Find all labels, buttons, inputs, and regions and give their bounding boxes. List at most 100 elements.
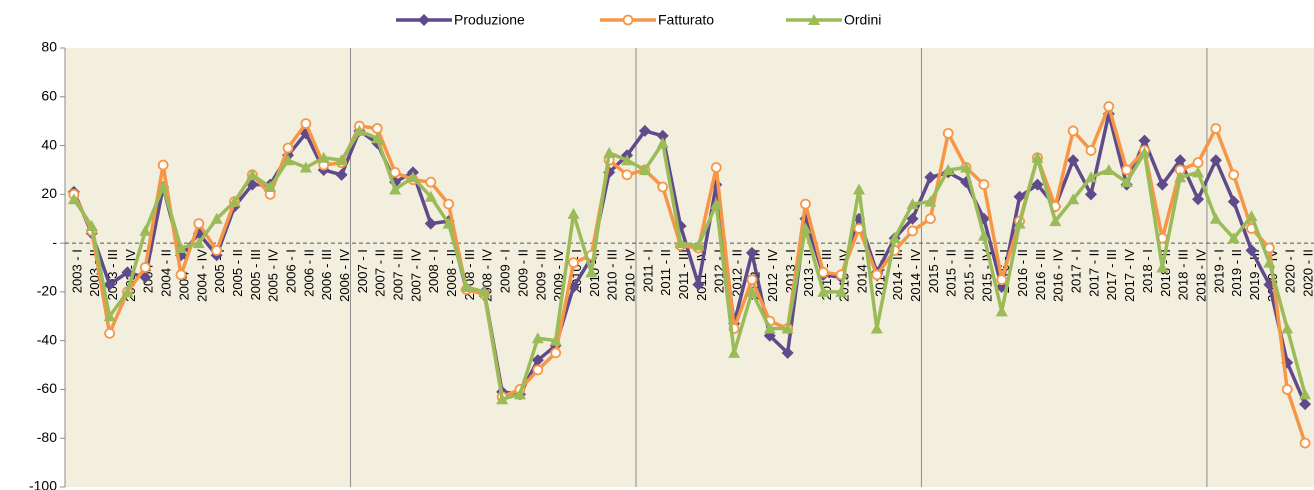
marker <box>1209 154 1222 167</box>
marker <box>121 285 134 297</box>
marker <box>406 171 419 183</box>
marker <box>1281 384 1293 395</box>
marker <box>1192 157 1204 169</box>
marker <box>621 169 633 181</box>
marker <box>139 262 151 273</box>
marker <box>442 217 455 229</box>
x-tick-label: 2020 - I <box>1283 249 1298 293</box>
legend-marker <box>418 14 430 26</box>
y-tick-label: 40 <box>41 136 57 152</box>
marker <box>496 393 509 405</box>
marker <box>656 129 669 142</box>
x-tick-label: 2006 - II <box>301 249 316 297</box>
marker <box>300 118 312 130</box>
x-tick-label: 2017 - IV <box>1122 249 1137 302</box>
marker <box>746 274 758 286</box>
marker <box>871 269 883 281</box>
marker <box>1138 146 1151 158</box>
x-tick-label: 2015 - II <box>944 249 959 297</box>
x-tick-label: 2013 - II <box>801 249 816 297</box>
marker <box>282 154 295 166</box>
marker <box>103 310 116 322</box>
marker <box>585 266 598 278</box>
y-tick-label: -40 <box>37 331 57 347</box>
marker <box>781 346 794 359</box>
x-tick-label: 2003 - I <box>69 249 84 293</box>
marker <box>728 346 741 358</box>
marker <box>1084 171 1097 183</box>
marker <box>211 245 223 256</box>
marker <box>67 193 80 205</box>
marker <box>192 237 205 249</box>
marker <box>1138 134 1151 147</box>
x-tick-label: 2012 - IV <box>765 249 780 302</box>
marker <box>817 285 830 297</box>
marker <box>1281 322 1294 334</box>
marker <box>745 246 758 259</box>
marker <box>603 146 616 158</box>
marker <box>282 142 294 154</box>
series <box>67 124 1312 405</box>
legend-label: Ordini <box>844 12 881 28</box>
marker <box>638 124 651 137</box>
legend-label: Produzione <box>454 12 525 28</box>
marker <box>799 222 812 234</box>
marker <box>299 161 312 173</box>
marker <box>1299 398 1312 411</box>
x-tick-label: 2017 - II <box>1086 249 1101 297</box>
x-tick-label: 2012 - II <box>730 249 745 297</box>
marker <box>942 127 954 139</box>
marker <box>1067 125 1079 137</box>
y-tick-label: 60 <box>41 87 57 103</box>
x-tick-label: 2017 - I <box>1069 249 1084 293</box>
marker <box>443 198 455 210</box>
x-tick-label: 2004 - II <box>159 249 174 297</box>
marker <box>907 225 918 237</box>
marker <box>568 257 579 269</box>
marker <box>906 212 919 225</box>
marker <box>371 132 384 144</box>
marker <box>1084 188 1097 201</box>
marker <box>1174 154 1187 167</box>
marker <box>246 168 259 180</box>
marker <box>1227 232 1240 244</box>
marker <box>424 217 437 230</box>
marker <box>996 274 1008 286</box>
x-tick-label: 2016 - IV <box>1051 249 1066 302</box>
marker <box>104 327 116 339</box>
marker <box>888 232 901 244</box>
marker <box>1227 195 1240 208</box>
x-tick-label: 2014 - III <box>890 249 905 300</box>
x-tick-label: 2018 - III <box>1176 249 1191 300</box>
marker <box>1049 215 1062 227</box>
marker <box>210 212 223 224</box>
x-tick-label: 2006 - IV <box>337 249 352 302</box>
x-tick-label: 2007 - II <box>373 249 388 297</box>
marker <box>103 278 116 291</box>
x-tick-label: 2014 - IV <box>908 249 923 302</box>
marker <box>924 213 936 225</box>
x-tick-label: 2019 - II <box>1229 249 1244 297</box>
x-tick-label: 2015 - III <box>962 249 977 300</box>
x-tick-label: 2007 - III <box>391 249 406 300</box>
marker <box>1121 164 1133 176</box>
x-tick-label: 2009 - II <box>515 249 530 297</box>
marker <box>657 181 669 193</box>
marker <box>85 220 98 232</box>
marker <box>924 195 937 207</box>
marker <box>924 171 937 184</box>
x-tick-label: 2011 - I <box>640 249 655 292</box>
y-tick-label: -20 <box>37 283 57 299</box>
marker <box>1067 154 1080 167</box>
marker <box>906 198 919 210</box>
marker <box>567 207 580 219</box>
y-tick-label: -80 <box>37 429 57 445</box>
marker <box>478 285 491 297</box>
x-tick-label: 2009 - I <box>498 249 513 293</box>
marker <box>353 124 366 136</box>
marker <box>335 168 348 181</box>
x-tick-label: 2011 - II <box>658 249 673 296</box>
marker <box>745 285 758 297</box>
x-tick-label: 2016 - II <box>1015 249 1030 297</box>
